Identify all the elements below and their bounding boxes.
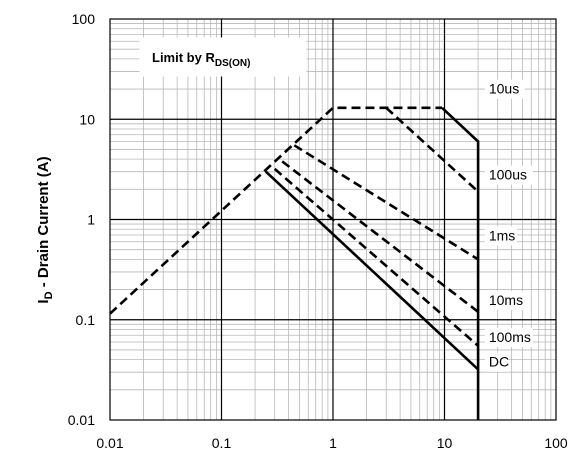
curve-label-10us: 10us [489,81,519,97]
y-axis-label-sub: D [43,291,55,299]
curve-label-100us: 100us [489,167,527,183]
curve-label-dc: DC [489,354,509,370]
y-tick-label: 100 [72,11,96,27]
curve-dc [265,170,479,371]
rdson-annotation-box [139,37,307,77]
rdson-annotation-text: Limit by RDS(ON) [152,50,250,69]
plot-area-border [109,18,557,421]
curve-label-bg [484,165,533,185]
y-axis-label-rest: - Drain Current (A) [35,156,52,291]
curve-label-bg [484,327,533,347]
soa-curves [109,106,480,420]
y-tick-label: 0.01 [68,412,95,428]
curve-100ms [273,167,479,347]
y-tick-label: 10 [79,111,95,127]
y-tick-label: 0.1 [76,312,96,328]
x-tick-label: 10 [437,435,453,451]
y-axis-label: ID - Drain Current (A) [35,156,55,303]
curve-label-bg [484,291,525,311]
curve-10us [441,106,480,420]
curve-label-100ms: 100ms [489,329,531,345]
x-tick-label: 100 [544,435,568,451]
y-axis-label-main: I [35,299,52,303]
curve-label-10ms: 10ms [489,292,523,308]
curve-rdson-limit [109,106,442,315]
y-tick-label: 1 [87,212,95,228]
curve-label-bg [484,352,509,372]
rdson-limit-annotation: Limit by RDS(ON) [139,37,307,77]
curve-label-bg [484,79,525,99]
rdson-annotation-main: Limit by R [152,50,215,65]
x-tick-label: 0.01 [96,435,123,451]
curve-label-bg [484,226,517,246]
y-axis-tick-labels: 100 10 1 0.1 0.01 [68,11,95,428]
curve-labels: 10us 100us 1ms 10ms 100ms DC [484,79,533,372]
curve-label-1ms: 1ms [489,227,515,243]
rdson-annotation-sub: DS(ON) [215,58,251,69]
x-axis-tick-labels: 0.01 0.1 1 10 100 [96,435,568,451]
curve-1ms [293,144,479,261]
x-tick-label: 0.1 [212,435,232,451]
x-tick-label: 1 [329,435,337,451]
curve-100us [385,106,479,193]
